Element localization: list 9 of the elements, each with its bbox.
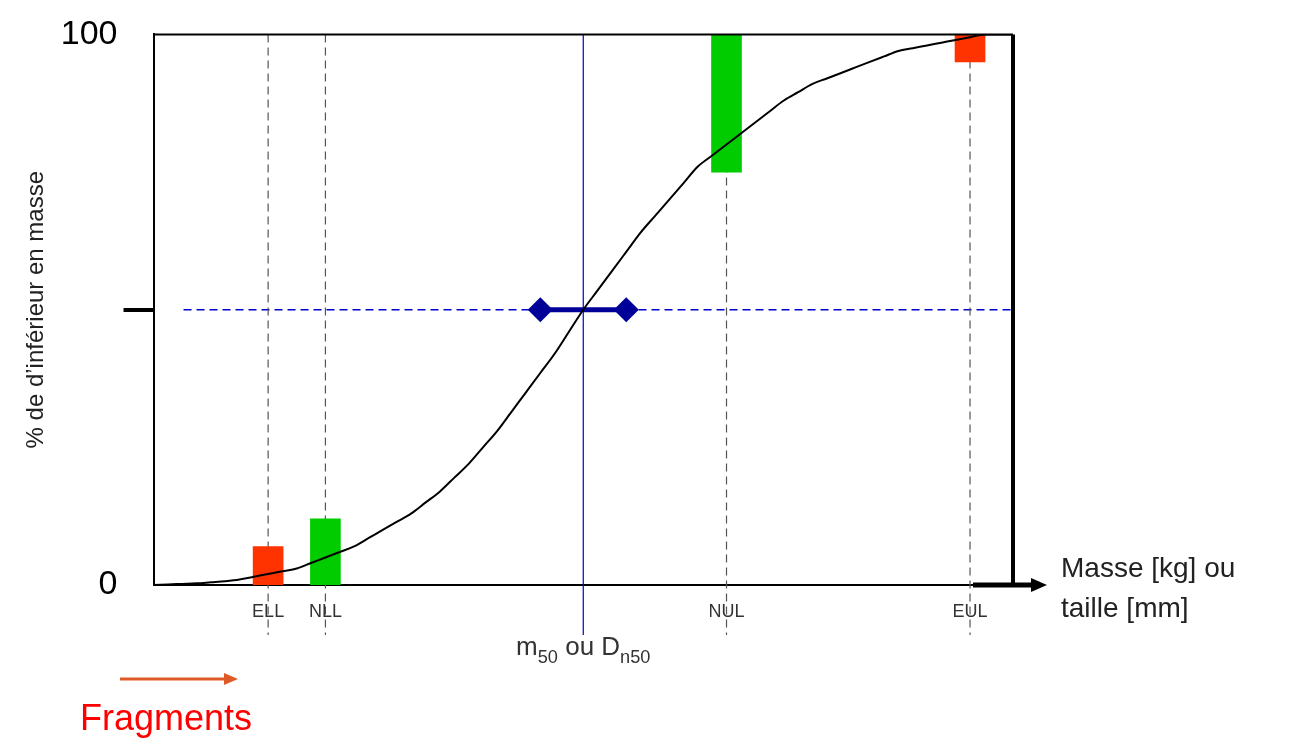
x-tick-label: EUL xyxy=(952,601,988,621)
y-tick-label: 100 xyxy=(60,12,118,51)
y-axis-title: % de d’inférieur en masse xyxy=(21,170,49,449)
x-axis-title: Masse [kg] ou taille [mm] xyxy=(1061,552,1236,623)
y-tick-label: 0 xyxy=(98,563,118,602)
x-tick-label: NLL xyxy=(308,601,342,621)
x-tick-label: NUL xyxy=(708,601,745,621)
x-tick-label: ELL xyxy=(252,601,285,621)
text: Fragments xyxy=(80,697,253,738)
